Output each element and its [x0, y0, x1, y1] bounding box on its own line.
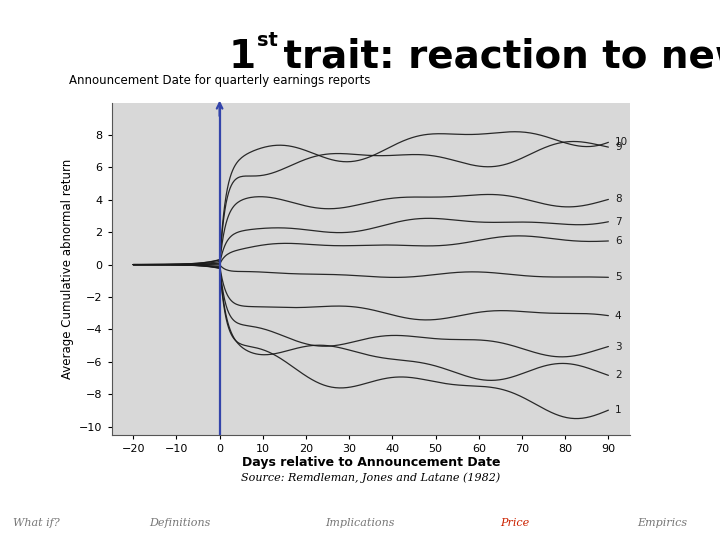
Text: 10: 10: [615, 137, 628, 147]
Text: 9: 9: [615, 142, 621, 152]
Text: Implications: Implications: [325, 518, 395, 528]
Text: Announcement Date for quarterly earnings reports: Announcement Date for quarterly earnings…: [69, 75, 370, 87]
Text: 2: 2: [615, 370, 621, 380]
Text: 1: 1: [228, 38, 256, 76]
Text: Price: Price: [500, 518, 529, 528]
Text: What if?: What if?: [13, 518, 59, 528]
Text: 1: 1: [615, 405, 621, 415]
Text: trait: reaction to news: trait: reaction to news: [270, 38, 720, 76]
Text: Source: Remdleman, Jones and Latane (1982): Source: Remdleman, Jones and Latane (198…: [241, 472, 500, 483]
Text: Days relative to Announcement Date: Days relative to Announcement Date: [241, 456, 500, 469]
Text: 8: 8: [615, 194, 621, 205]
Text: st: st: [257, 31, 278, 50]
Text: 4: 4: [615, 310, 621, 321]
Text: 6: 6: [615, 236, 621, 246]
Text: 5: 5: [615, 272, 621, 282]
Text: 3: 3: [615, 341, 621, 352]
Text: Empirics: Empirics: [637, 518, 688, 528]
Y-axis label: Average Cumulative abnormal return: Average Cumulative abnormal return: [60, 159, 73, 379]
Text: Definitions: Definitions: [149, 518, 211, 528]
Text: 7: 7: [615, 217, 621, 227]
